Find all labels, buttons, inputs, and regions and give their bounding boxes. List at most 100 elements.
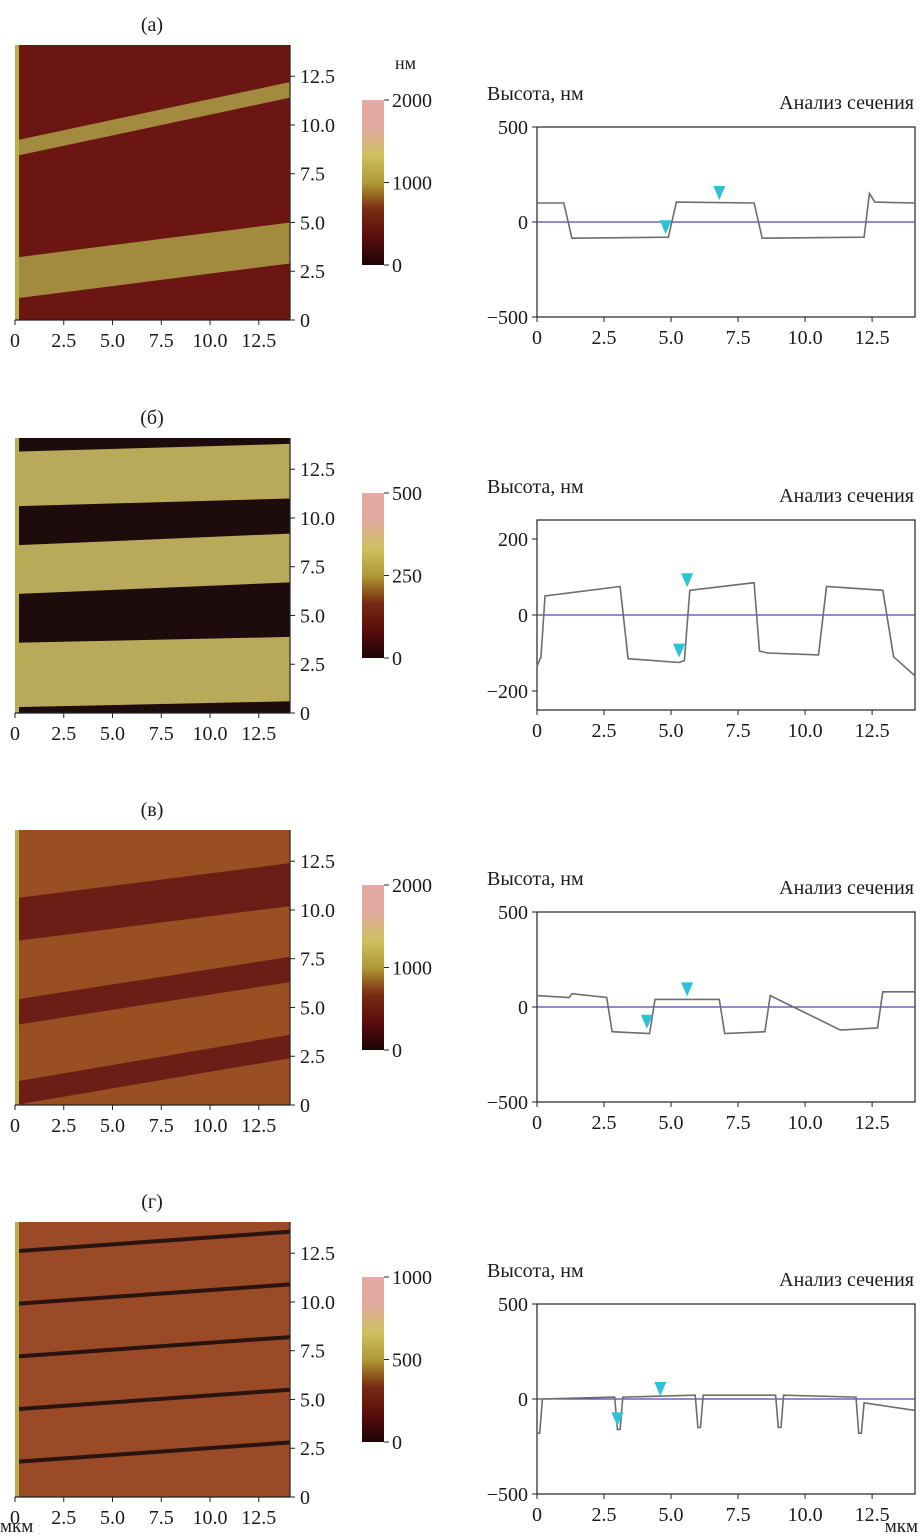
profile-marker bbox=[611, 1412, 624, 1427]
map-y-tick-label: 10.0 bbox=[300, 900, 335, 922]
profile-x-tick-label: 5.0 bbox=[659, 1112, 684, 1134]
profile-y-tick-label: 0 bbox=[518, 605, 528, 627]
map-edge bbox=[15, 1222, 19, 1497]
map-y-tick-label: 12.5 bbox=[300, 66, 335, 88]
panel-label: (а) bbox=[141, 14, 163, 36]
map-x-tick-label: 0 bbox=[10, 723, 20, 745]
map-y-tick-label: 0 bbox=[300, 1487, 310, 1509]
map-x-tick-label: 0 bbox=[10, 1507, 20, 1529]
colorbar: нм 0 1000 2000 bbox=[362, 53, 432, 277]
profile-y-tick-label: −500 bbox=[487, 1484, 528, 1506]
profile-x-tick-label: 12.5 bbox=[855, 327, 890, 349]
colorbar-tick-label: 2000 bbox=[392, 875, 432, 897]
map-stripe bbox=[15, 636, 290, 708]
colorbar-tick-label: 500 bbox=[392, 1350, 422, 1372]
profile-x-tick-label: 7.5 bbox=[726, 1112, 751, 1134]
panel-label: (б) bbox=[140, 407, 164, 429]
map-x-tick-label: 12.5 bbox=[241, 1115, 276, 1137]
map-groove bbox=[14, 1387, 291, 1412]
afm-map: 0 2.5 5.0 7.5 10.0 12.5 0 2.5 5.0 7.5 10.0 12.5 bbox=[10, 438, 335, 745]
map-x-tick-label: 5.0 bbox=[100, 330, 125, 352]
panel-4: (г)0 2.5 5.0 7.5 10.0 12.502.55.07.510.012.50… bbox=[10, 1191, 916, 1529]
profile-y-tick-label: −500 bbox=[487, 1092, 528, 1114]
profile-marker bbox=[713, 186, 726, 200]
map-x-tick-label: 2.5 bbox=[51, 1507, 76, 1529]
map-groove bbox=[14, 1282, 291, 1306]
profile-line bbox=[536, 991, 915, 1035]
profile-marker bbox=[681, 982, 694, 997]
map-x-tick-label: 10.0 bbox=[193, 1115, 228, 1137]
afm-map: 0 2.5 5.0 7.5 10.0 12.5 0 2.5 5.0 7.5 10.0 12.5 bbox=[10, 45, 335, 352]
left-x-unit-label: мкм bbox=[0, 1516, 33, 1537]
afm-map: 0 2.5 5.0 7.5 10.0 12.5 0 2.5 5.0 7.5 10.0 12.5 bbox=[10, 830, 335, 1137]
map-y-tick-label: 5.0 bbox=[300, 1389, 325, 1411]
map-x-tick-label: 7.5 bbox=[149, 1115, 174, 1137]
colorbar-scale bbox=[362, 885, 384, 1050]
map-y-tick-label: 5.0 bbox=[300, 605, 325, 627]
map-y-tick-label: 10.0 bbox=[300, 115, 335, 137]
colorbar: 0 500 1000 bbox=[362, 1267, 432, 1454]
profile-x-tick-label: 10.0 bbox=[788, 720, 823, 742]
profile-marker bbox=[673, 643, 686, 658]
profile-x-tick-label: 2.5 bbox=[592, 720, 617, 742]
colorbar-tick-label: 0 bbox=[392, 255, 402, 277]
map-y-tick-label: 0 bbox=[300, 310, 310, 332]
map-y-tick-label: 5.0 bbox=[300, 212, 325, 234]
afm-map: 0 2.5 5.0 7.5 10.0 12.5 0 2.5 5.0 7.5 10.0 12.5 bbox=[10, 1222, 335, 1529]
map-groove bbox=[14, 1335, 291, 1359]
colorbar-scale bbox=[362, 493, 384, 658]
map-x-tick-label: 10.0 bbox=[193, 330, 228, 352]
map-x-tick-label: 12.5 bbox=[241, 723, 276, 745]
map-stripe bbox=[15, 863, 290, 942]
profile-x-tick-label: 0 bbox=[532, 720, 542, 742]
map-x-tick-label: 10.0 bbox=[193, 1507, 228, 1529]
profile-x-tick-label: 5.0 bbox=[659, 720, 684, 742]
map-x-tick-label: 12.5 bbox=[241, 1507, 276, 1529]
profile-x-tick-label: 7.5 bbox=[726, 327, 751, 349]
panel-3: (в)0 2.5 5.0 7.5 10.0 12.502.55.07.510.012.50… bbox=[10, 799, 916, 1137]
profile-x-tick-label: 0 bbox=[532, 327, 542, 349]
map-y-tick-label: 7.5 bbox=[300, 164, 325, 186]
profile-x-tick-label: 12.5 bbox=[855, 720, 890, 742]
profile-marker bbox=[681, 573, 694, 588]
profile-marker bbox=[640, 1014, 653, 1029]
map-x-tick-label: 7.5 bbox=[149, 1507, 174, 1529]
map-y-tick-label: 7.5 bbox=[300, 1341, 325, 1363]
map-y-tick-label: 12.5 bbox=[300, 459, 335, 481]
map-edge bbox=[15, 45, 19, 320]
profile-x-tick-label: 10.0 bbox=[788, 1112, 823, 1134]
profile-marker bbox=[654, 1382, 667, 1396]
profile-x-tick-label: 0 bbox=[532, 1112, 542, 1134]
colorbar-tick-label: 1000 bbox=[392, 173, 432, 195]
map-y-tick-label: 2.5 bbox=[300, 261, 325, 283]
profile-line bbox=[537, 191, 916, 240]
profile-line bbox=[536, 581, 916, 677]
profile-x-tick-label: 5.0 bbox=[659, 327, 684, 349]
profile-y-tick-label: 0 bbox=[518, 212, 528, 234]
map-x-tick-label: 5.0 bbox=[100, 1507, 125, 1529]
profile-x-tick-label: 2.5 bbox=[592, 1112, 617, 1134]
profile-x-tick-label: 7.5 bbox=[726, 720, 751, 742]
colorbar-tick-label: 1000 bbox=[392, 1267, 432, 1289]
map-x-tick-label: 2.5 bbox=[51, 723, 76, 745]
profile-x-tick-label: 0 bbox=[532, 1504, 542, 1526]
colorbar-scale bbox=[362, 100, 384, 265]
colorbar-tick-label: 0 bbox=[392, 648, 402, 670]
profile-y-tick-label: 200 bbox=[498, 529, 528, 551]
profile-x-tick-label: 12.5 bbox=[855, 1112, 890, 1134]
right-x-unit-label: мкм bbox=[885, 1516, 918, 1537]
profile-y-tick-label: 0 bbox=[518, 1389, 528, 1411]
profile-y-tick-label: 0 bbox=[518, 997, 528, 1019]
map-y-tick-label: 10.0 bbox=[300, 1292, 335, 1314]
map-stripe bbox=[15, 1034, 290, 1105]
profile-y-tick-label: 500 bbox=[498, 902, 528, 924]
panel-1: (а) 0 2.5 5.0 7.5 10.0 12.5 0 2.5 5.0 7.5 10.0 12.5 н… bbox=[10, 14, 916, 352]
map-y-tick-label: 2.5 bbox=[300, 1046, 325, 1068]
colorbar-tick-label: 500 bbox=[392, 483, 422, 505]
panel-2: (б)0 2.5 5.0 7.5 10.0 12.502.55.07.510.012.50… bbox=[10, 407, 916, 745]
map-y-tick-label: 0 bbox=[300, 703, 310, 725]
profile-y-tick-label: 500 bbox=[498, 1294, 528, 1316]
